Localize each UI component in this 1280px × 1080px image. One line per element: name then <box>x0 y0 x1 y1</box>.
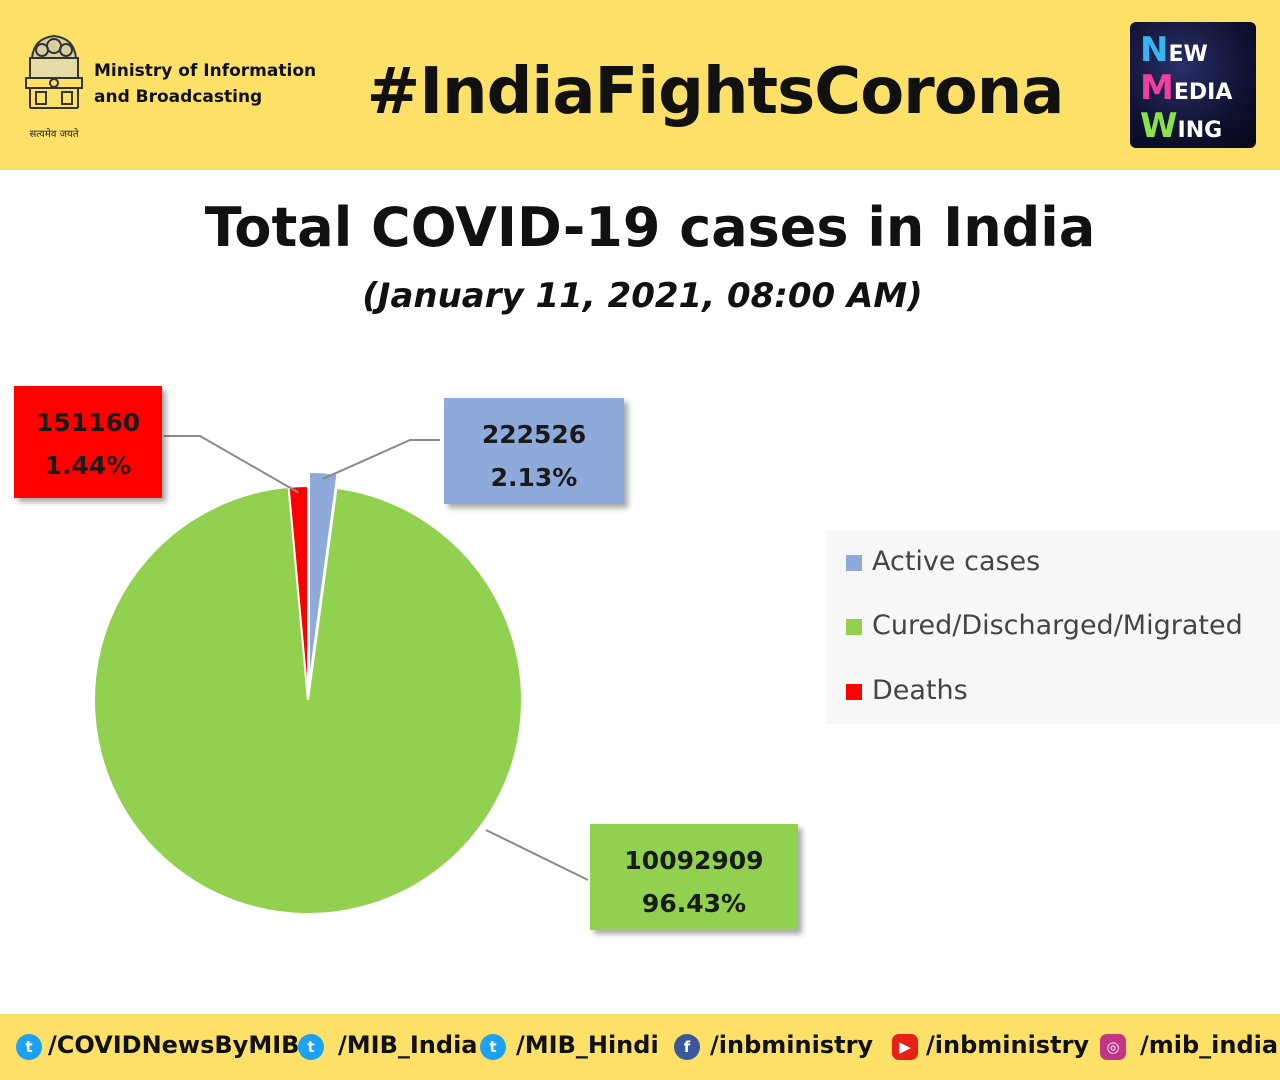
legend-label-cured: Cured/Discharged/Migrated <box>872 610 1243 641</box>
header-bar: सत्यमेव जयते Ministry of Information and… <box>0 0 1280 170</box>
chart-subtitle: (January 11, 2021, 08:00 AM) <box>362 276 923 316</box>
leader-line-cured <box>485 829 589 881</box>
pie-slice-cured <box>93 485 523 915</box>
campaign-hashtag: #IndiaFightsCorona <box>366 55 1065 129</box>
data-label-box-cured <box>590 824 798 930</box>
legend-swatch-active <box>846 555 862 571</box>
legend-swatch-deaths <box>846 684 862 700</box>
logo-rest-1: EW <box>1168 42 1208 67</box>
data-label-percent-cured: 96.43% <box>642 889 746 918</box>
social-handle: /mib_india <box>1140 1031 1279 1059</box>
leader-line-active <box>322 439 440 480</box>
data-label-value-deaths: 151160 <box>36 408 140 437</box>
ministry-line-1: Ministry of Information <box>94 61 317 81</box>
legend-label-active: Active cases <box>872 546 1041 577</box>
leader-line-deaths <box>164 435 300 494</box>
facebook-icon: f <box>674 1034 700 1060</box>
social-handle: /inbministry <box>926 1031 1090 1059</box>
ministry-name: Ministry of Information and Broadcasting <box>94 58 334 110</box>
footer-bar: t /COVIDNewsByMIB t /MIB_India t /MIB_Hi… <box>0 1014 1280 1080</box>
twitter-icon: t <box>480 1034 506 1060</box>
twitter-icon: t <box>16 1034 42 1060</box>
logo-row-2: MEDIA <box>1140 68 1232 108</box>
logo-row-3: WING <box>1140 106 1222 146</box>
data-label-box-active <box>444 398 624 504</box>
instagram-icon: ◎ <box>1100 1034 1126 1060</box>
data-label-percent-deaths: 1.44% <box>45 451 132 480</box>
emblem-motto: सत्यमेव जयते <box>29 129 79 140</box>
new-media-wing-logo: NEW MEDIA WING <box>1130 22 1256 148</box>
twitter-icon: t <box>298 1034 324 1060</box>
logo-cap-w: W <box>1140 106 1178 146</box>
logo-row-1: NEW <box>1140 30 1208 70</box>
legend-swatch-cured <box>846 619 862 635</box>
chart-legend: Active cases Cured/Discharged/Migrated D… <box>826 530 1280 724</box>
logo-cap-m: M <box>1140 68 1174 108</box>
logo-cap-n: N <box>1140 30 1169 70</box>
social-handle: /MIB_Hindi <box>516 1031 659 1059</box>
ministry-line-2: and Broadcasting <box>94 87 263 107</box>
chart-title: Total COVID-19 cases in India <box>204 196 1096 259</box>
data-label-value-active: 222526 <box>482 420 586 449</box>
logo-rest-3: ING <box>1177 118 1223 143</box>
pie-chart: 222526 2.13% 10092909 96.43% 151160 1.44% <box>14 386 798 930</box>
logo-rest-2: EDIA <box>1173 80 1233 105</box>
youtube-icon: ▶ <box>892 1034 918 1060</box>
data-label-box-deaths <box>14 386 162 498</box>
legend-label-deaths: Deaths <box>872 675 968 706</box>
social-handle: /inbministry <box>710 1031 874 1059</box>
social-handle: /MIB_India <box>338 1031 478 1059</box>
social-handle: /COVIDNewsByMIB <box>48 1031 300 1059</box>
data-label-value-cured: 10092909 <box>624 846 763 875</box>
national-emblem-icon <box>25 34 83 109</box>
data-label-percent-active: 2.13% <box>491 463 578 492</box>
